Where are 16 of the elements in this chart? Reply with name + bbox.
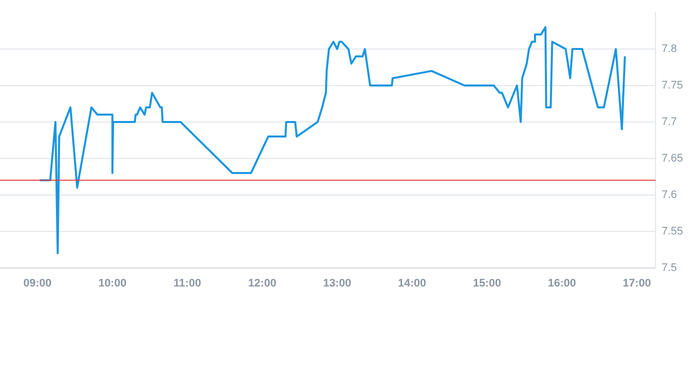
y-tick-label: 7.5 — [662, 262, 677, 274]
y-tick-label: 7.75 — [662, 80, 684, 92]
x-tick-label: 15:00 — [472, 277, 502, 290]
x-tick-label: 14:00 — [398, 277, 426, 290]
x-tick-label: 09:00 — [23, 277, 52, 290]
x-tick-label: 16:00 — [548, 277, 576, 290]
x-tick-label: 17:00 — [622, 277, 651, 290]
x-tick-label: 13:00 — [323, 277, 352, 290]
y-tick-label: 7.65 — [662, 152, 684, 164]
y-tick-label: 7.6 — [662, 188, 677, 201]
y-tick-label: 7.8 — [662, 43, 677, 56]
x-tick-label: 11:00 — [174, 277, 202, 290]
y-tick-label: 7.7 — [662, 116, 677, 128]
x-tick-label: 10:00 — [98, 277, 126, 290]
y-tick-label: 7.55 — [662, 225, 684, 238]
x-tick-label: 12:00 — [248, 277, 276, 290]
